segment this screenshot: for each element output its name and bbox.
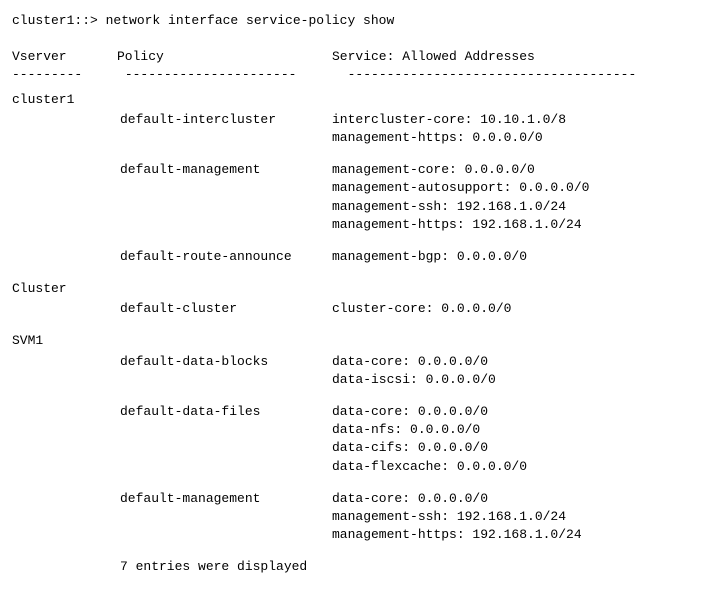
vserver-name-line: Cluster (12, 280, 700, 298)
policy-group: default-data-blocksdata-core: 0.0.0.0/0d… (12, 353, 700, 389)
service-entry: management-https: 192.168.1.0/24 (332, 526, 582, 544)
service-entry: data-flexcache: 0.0.0.0/0 (332, 458, 527, 476)
column-headers: Vserver Policy Service: Allowed Addresse… (12, 48, 700, 66)
vserver-name: SVM1 (12, 332, 117, 350)
service-list: management-bgp: 0.0.0.0/0 (332, 248, 527, 266)
service-entry: intercluster-core: 10.10.1.0/8 (332, 111, 566, 129)
service-list: data-core: 0.0.0.0/0data-iscsi: 0.0.0.0/… (332, 353, 496, 389)
cli-prompt: cluster1::> network interface service-po… (12, 12, 700, 30)
footer-text: 7 entries were displayed (120, 559, 307, 574)
policy-name: default-management (120, 161, 332, 179)
policy-row: default-route-announcemanagement-bgp: 0.… (12, 248, 700, 266)
service-entry: data-core: 0.0.0.0/0 (332, 403, 527, 421)
service-entry: cluster-core: 0.0.0.0/0 (332, 300, 511, 318)
policy-name: default-route-announce (120, 248, 332, 266)
service-entry: management-core: 0.0.0.0/0 (332, 161, 589, 179)
dash-policy: ---------------------- (125, 66, 340, 84)
policy-row: default-data-blocksdata-core: 0.0.0.0/0d… (12, 353, 700, 389)
service-entry: data-core: 0.0.0.0/0 (332, 353, 496, 371)
policy-row: default-managementdata-core: 0.0.0.0/0ma… (12, 490, 700, 545)
service-list: management-core: 0.0.0.0/0management-aut… (332, 161, 589, 234)
policy-group: default-route-announcemanagement-bgp: 0.… (12, 248, 700, 266)
service-list: data-core: 0.0.0.0/0management-ssh: 192.… (332, 490, 582, 545)
policy-group: default-clustercluster-core: 0.0.0.0/0 (12, 300, 700, 318)
policy-row: default-managementmanagement-core: 0.0.0… (12, 161, 700, 234)
service-list: intercluster-core: 10.10.1.0/8management… (332, 111, 566, 147)
footer-count: 7 entries were displayed (12, 558, 700, 576)
service-entry: management-ssh: 192.168.1.0/24 (332, 508, 582, 526)
vserver-name-line: cluster1 (12, 91, 700, 109)
policy-name: default-cluster (120, 300, 332, 318)
policy-name: default-management (120, 490, 332, 508)
policy-name: default-intercluster (120, 111, 332, 129)
policy-group: default-interclusterintercluster-core: 1… (12, 111, 700, 147)
vserver-block: SVM1default-data-blocksdata-core: 0.0.0.… (12, 332, 700, 544)
policy-group: default-managementmanagement-core: 0.0.0… (12, 161, 700, 234)
service-list: data-core: 0.0.0.0/0data-nfs: 0.0.0.0/0d… (332, 403, 527, 476)
vserver-name: cluster1 (12, 91, 117, 109)
header-vserver: Vserver (12, 48, 117, 66)
header-service: Service: Allowed Addresses (332, 48, 535, 66)
service-entry: management-https: 0.0.0.0/0 (332, 129, 566, 147)
policy-name: default-data-blocks (120, 353, 332, 371)
policy-row: default-clustercluster-core: 0.0.0.0/0 (12, 300, 700, 318)
policy-group: default-data-filesdata-core: 0.0.0.0/0da… (12, 403, 700, 476)
service-entry: data-nfs: 0.0.0.0/0 (332, 421, 527, 439)
vserver-block: Clusterdefault-clustercluster-core: 0.0.… (12, 280, 700, 318)
header-dashes: --------- ---------------------- -------… (12, 66, 700, 84)
policy-row: default-data-filesdata-core: 0.0.0.0/0da… (12, 403, 700, 476)
service-list: cluster-core: 0.0.0.0/0 (332, 300, 511, 318)
service-entry: data-cifs: 0.0.0.0/0 (332, 439, 527, 457)
policy-name: default-data-files (120, 403, 332, 421)
vserver-block: cluster1default-interclusterintercluster… (12, 91, 700, 267)
service-entry: data-iscsi: 0.0.0.0/0 (332, 371, 496, 389)
service-entry: data-core: 0.0.0.0/0 (332, 490, 582, 508)
service-entry: management-ssh: 192.168.1.0/24 (332, 198, 589, 216)
policy-output: cluster1default-interclusterintercluster… (12, 91, 700, 545)
vserver-name: Cluster (12, 280, 117, 298)
service-entry: management-https: 192.168.1.0/24 (332, 216, 589, 234)
dash-service: ------------------------------------- (348, 66, 637, 84)
policy-group: default-managementdata-core: 0.0.0.0/0ma… (12, 490, 700, 545)
service-entry: management-bgp: 0.0.0.0/0 (332, 248, 527, 266)
vserver-name-line: SVM1 (12, 332, 700, 350)
policy-row: default-interclusterintercluster-core: 1… (12, 111, 700, 147)
dash-vserver: --------- (12, 66, 117, 84)
header-policy: Policy (117, 48, 332, 66)
service-entry: management-autosupport: 0.0.0.0/0 (332, 179, 589, 197)
